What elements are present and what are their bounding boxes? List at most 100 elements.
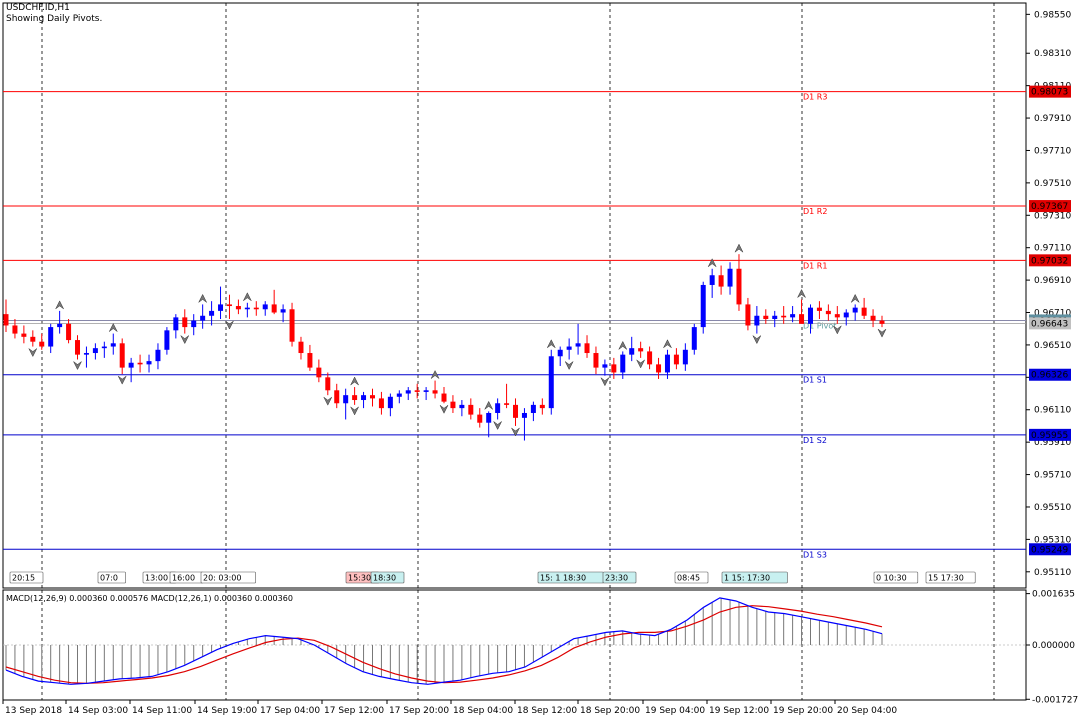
- fractal-down: [350, 406, 359, 416]
- candle-body: [280, 309, 286, 313]
- candle-body: [432, 390, 438, 394]
- y-tick-label: 0.97310: [1034, 211, 1071, 221]
- candle-body: [405, 390, 411, 394]
- macd-header: MACD(12,26,9) 0.000360 0.000576 MACD(12,…: [6, 594, 293, 603]
- candle-body: [57, 323, 63, 328]
- session-tag-label: 15: 1 18:30: [540, 574, 586, 583]
- candle-body: [593, 353, 599, 368]
- y-tick-label: 0.98310: [1034, 49, 1071, 59]
- fractal-up: [734, 243, 744, 253]
- session-tag-label: 15 17:30: [928, 574, 964, 583]
- price-tag: [1029, 254, 1071, 267]
- session-tag-label: 13:00: [145, 574, 168, 583]
- candle-body: [504, 403, 510, 405]
- candle-body: [459, 404, 465, 409]
- candle-body: [566, 346, 572, 350]
- price-tag-label: 0.95955: [1031, 431, 1068, 441]
- fractal-down: [28, 348, 38, 358]
- y-tick-label: 0.96910: [1034, 276, 1071, 286]
- candle-body: [450, 401, 456, 409]
- candle-body: [137, 362, 143, 365]
- candle-body: [3, 314, 9, 326]
- candle-body: [316, 367, 322, 378]
- candle-body: [870, 315, 876, 321]
- pivot-subtitle: Showing Daily Pivots.: [6, 14, 103, 24]
- y-tick-label: 0.97910: [1034, 114, 1071, 124]
- fractal-down: [493, 421, 502, 431]
- current-price-tag: [1029, 317, 1071, 330]
- fractal-down: [636, 359, 645, 369]
- candle-body: [852, 307, 858, 313]
- pivot-label: D1 S3: [803, 550, 827, 559]
- candle-body: [235, 306, 241, 310]
- candle-body: [226, 304, 232, 307]
- candle-body: [781, 315, 787, 318]
- candle-body: [343, 395, 349, 404]
- candle-body: [834, 314, 840, 318]
- pivot-label: D1 R3: [803, 93, 827, 102]
- macd-y-tick-label: 0.000000: [1032, 641, 1075, 651]
- price-tag: [1029, 368, 1071, 381]
- candle-body: [548, 356, 554, 409]
- candle-body: [218, 304, 224, 311]
- candle-body: [709, 275, 715, 285]
- candle-body: [807, 307, 813, 324]
- session-tag: [873, 571, 919, 584]
- candle-body: [682, 349, 688, 365]
- session-tag: [674, 571, 709, 584]
- candle-body: [495, 403, 501, 413]
- candle-body: [602, 364, 608, 368]
- fractal-up: [707, 258, 717, 267]
- y-tick-label: 0.95110: [1034, 568, 1071, 578]
- candle-body: [414, 390, 420, 392]
- candle-body: [673, 354, 679, 365]
- chart-header: USDCHF.ID,H1 Showing Daily Pivots.: [6, 3, 102, 25]
- candle-body: [352, 395, 358, 401]
- price-tag-label: 0.98073: [1031, 88, 1068, 98]
- candle-body: [423, 390, 429, 392]
- fractal-down: [117, 375, 127, 385]
- candle-body: [325, 377, 331, 391]
- y-tick-label: 0.98550: [1034, 10, 1071, 20]
- candle-body: [92, 348, 98, 354]
- candle-body: [48, 327, 54, 347]
- fractal-down: [180, 335, 189, 345]
- y-tick-label: 0.97710: [1034, 146, 1071, 156]
- candle-body: [209, 310, 215, 316]
- candle-body: [700, 284, 706, 328]
- candle-body: [843, 312, 849, 318]
- fractal-up: [243, 292, 252, 301]
- session-tag: [925, 571, 976, 584]
- x-tick-label: 20 Sep 04:00: [837, 706, 897, 716]
- pivot-label: D1 R2: [803, 207, 827, 216]
- y-tick-label: 0.95510: [1034, 503, 1071, 513]
- fractal-up: [618, 340, 627, 350]
- candle-body: [557, 349, 563, 357]
- fractal-up: [430, 370, 440, 379]
- x-tick-label: 18 Sep 04:00: [453, 706, 513, 716]
- price-tag-label: 0.97032: [1031, 256, 1068, 266]
- candle-body: [575, 343, 581, 347]
- fractal-up: [663, 339, 672, 348]
- x-tick-label: 19 Sep 20:00: [773, 706, 833, 716]
- candle-body: [298, 341, 304, 354]
- candle-body: [647, 351, 653, 365]
- candle-body: [39, 341, 45, 347]
- candle-body: [289, 309, 295, 342]
- session-tag: [721, 571, 788, 584]
- macd-y-tick-label: 0.001635: [1032, 590, 1075, 600]
- candle-body: [361, 395, 367, 401]
- candle-body: [271, 304, 277, 313]
- candle-body: [629, 348, 635, 355]
- candle-body: [611, 364, 617, 373]
- x-tick-label: 14 Sep 19:00: [197, 706, 257, 716]
- macd-main-line: [5, 597, 883, 685]
- pivot-label: D1 S1: [803, 376, 827, 385]
- price-tag-label: 0.96326: [1031, 371, 1068, 381]
- candle-body: [799, 314, 805, 324]
- candle-body: [182, 317, 188, 328]
- fractal-down: [225, 320, 234, 330]
- candle-body: [745, 304, 751, 326]
- fractal-down: [877, 328, 887, 338]
